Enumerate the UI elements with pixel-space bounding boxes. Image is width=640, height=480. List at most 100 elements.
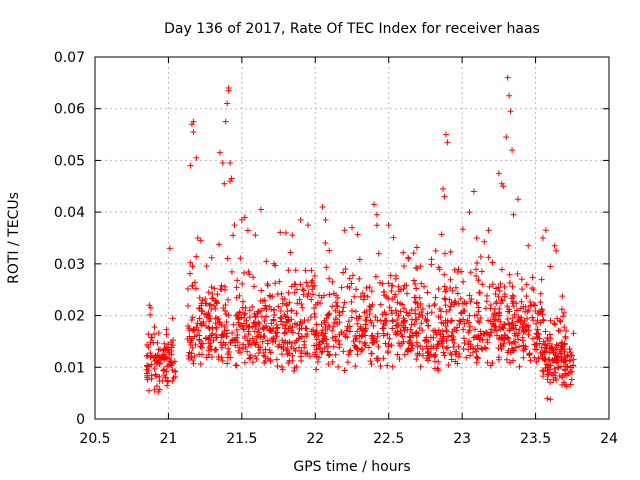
data-point [412,316,419,323]
data-point [233,362,240,369]
data-point [475,333,482,340]
data-point [206,302,213,309]
data-point [219,331,226,338]
data-point [187,259,194,266]
data-point [506,308,513,315]
data-point [447,276,454,283]
data-point [467,323,474,330]
data-point [518,314,525,321]
data-point [504,74,511,81]
data-point [211,302,218,309]
data-point [539,307,546,314]
data-point [507,108,514,115]
data-point [279,295,286,302]
data-point [424,310,431,317]
data-point [222,302,229,309]
data-point [249,359,256,366]
data-point [520,321,527,328]
data-point [263,323,270,330]
data-point [163,331,170,338]
data-point [450,343,457,350]
data-point [244,227,251,234]
data-point [304,283,311,290]
data-point [426,354,433,361]
data-point [512,344,519,351]
data-point [363,314,370,321]
data-point [481,238,488,245]
data-point [438,308,445,315]
data-point [473,354,480,361]
data-point [497,342,504,349]
data-point [530,301,537,308]
data-point [349,272,356,279]
data-point [216,241,223,248]
data-point [543,348,550,355]
data-point [400,315,407,322]
grid [95,57,609,419]
data-point [373,355,380,362]
data-point [213,331,220,338]
data-point [228,268,235,275]
data-point [415,314,422,321]
data-point [551,365,558,372]
data-point [465,319,472,326]
data-point [509,283,516,290]
data-point [368,360,375,367]
data-point [279,321,286,328]
data-point [434,365,441,372]
data-point [435,313,442,320]
data-point [231,222,238,229]
data-point [505,320,512,327]
data-point [192,341,199,348]
data-point [513,307,520,314]
data-point [369,301,376,308]
data-point [405,254,412,261]
data-point [433,331,440,338]
data-point [456,317,463,324]
x-tick-label: 20.5 [79,431,110,447]
data-point [412,281,419,288]
data-point [269,293,276,300]
data-point [432,294,439,301]
data-point [190,326,197,333]
data-point [208,254,215,261]
data-point [371,201,378,208]
data-point [343,327,350,334]
data-point [336,312,343,319]
data-point [439,327,446,334]
data-point [202,300,209,307]
data-point [521,308,528,315]
data-point [189,263,196,270]
data-point [515,313,522,320]
data-point [474,342,481,349]
data-point [439,340,446,347]
data-point [471,312,478,319]
data-point [424,289,431,296]
data-point [198,344,205,351]
data-point [311,342,318,349]
data-point [222,118,229,125]
data-point [401,351,408,358]
data-point [252,313,259,320]
data-point [460,335,467,342]
data-points [143,74,577,403]
data-point [397,308,404,315]
data-point [239,280,246,287]
data-point [432,327,439,334]
data-point [241,270,248,277]
data-point [212,320,219,327]
data-point [416,294,423,301]
data-point [561,309,568,316]
data-point [251,328,258,335]
data-point [302,267,309,274]
data-point [397,300,404,307]
data-point [270,317,277,324]
data-point [442,288,449,295]
data-point [285,350,292,357]
data-point [492,317,499,324]
data-point [304,222,311,229]
data-point [525,327,532,334]
data-point [232,342,239,349]
data-point [406,310,413,317]
data-point [308,267,315,274]
